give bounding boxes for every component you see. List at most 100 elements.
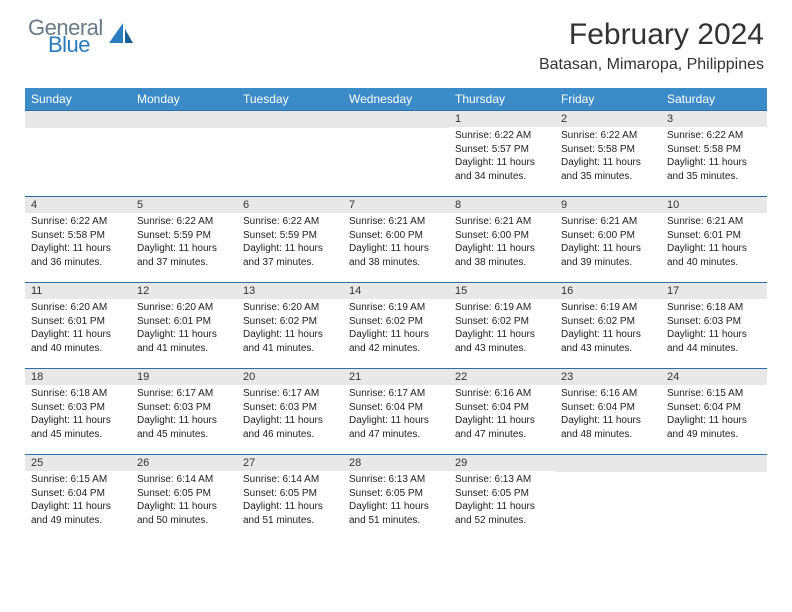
daylight-line: Daylight: 11 hours and 38 minutes. xyxy=(349,242,443,269)
day-cell: 1Sunrise: 6:22 AMSunset: 5:57 PMDaylight… xyxy=(449,110,555,196)
day-cell: 13Sunrise: 6:20 AMSunset: 6:02 PMDayligh… xyxy=(237,282,343,368)
day-number: 2 xyxy=(555,110,661,127)
day-cell xyxy=(25,110,131,196)
day-cell: 19Sunrise: 6:17 AMSunset: 6:03 PMDayligh… xyxy=(131,368,237,454)
day-number: 28 xyxy=(343,454,449,471)
day-details: Sunrise: 6:20 AMSunset: 6:02 PMDaylight:… xyxy=(237,299,343,359)
daylight-line: Daylight: 11 hours and 48 minutes. xyxy=(561,414,655,441)
sunrise-line: Sunrise: 6:13 AM xyxy=(349,473,443,487)
sunrise-line: Sunrise: 6:18 AM xyxy=(667,301,761,315)
sunrise-line: Sunrise: 6:21 AM xyxy=(455,215,549,229)
sunset-line: Sunset: 6:03 PM xyxy=(31,401,125,415)
day-cell: 26Sunrise: 6:14 AMSunset: 6:05 PMDayligh… xyxy=(131,454,237,540)
sunset-line: Sunset: 6:01 PM xyxy=(137,315,231,329)
daylight-line: Daylight: 11 hours and 50 minutes. xyxy=(137,500,231,527)
day-cell: 5Sunrise: 6:22 AMSunset: 5:59 PMDaylight… xyxy=(131,196,237,282)
sunrise-line: Sunrise: 6:20 AM xyxy=(31,301,125,315)
day-details: Sunrise: 6:18 AMSunset: 6:03 PMDaylight:… xyxy=(661,299,767,359)
sunrise-line: Sunrise: 6:18 AM xyxy=(31,387,125,401)
sunrise-line: Sunrise: 6:22 AM xyxy=(455,129,549,143)
sunset-line: Sunset: 6:00 PM xyxy=(349,229,443,243)
day-details: Sunrise: 6:17 AMSunset: 6:03 PMDaylight:… xyxy=(131,385,237,445)
daylight-line: Daylight: 11 hours and 41 minutes. xyxy=(243,328,337,355)
daylight-line: Daylight: 11 hours and 52 minutes. xyxy=(455,500,549,527)
daylight-line: Daylight: 11 hours and 46 minutes. xyxy=(243,414,337,441)
day-cell: 20Sunrise: 6:17 AMSunset: 6:03 PMDayligh… xyxy=(237,368,343,454)
sunset-line: Sunset: 6:05 PM xyxy=(243,487,337,501)
day-header: Monday xyxy=(131,88,237,110)
sunrise-line: Sunrise: 6:19 AM xyxy=(349,301,443,315)
day-details: Sunrise: 6:22 AMSunset: 5:58 PMDaylight:… xyxy=(25,213,131,273)
day-cell: 4Sunrise: 6:22 AMSunset: 5:58 PMDaylight… xyxy=(25,196,131,282)
sunset-line: Sunset: 6:04 PM xyxy=(31,487,125,501)
sunrise-line: Sunrise: 6:21 AM xyxy=(349,215,443,229)
calendar-body: 1Sunrise: 6:22 AMSunset: 5:57 PMDaylight… xyxy=(25,110,767,540)
day-details: Sunrise: 6:17 AMSunset: 6:04 PMDaylight:… xyxy=(343,385,449,445)
sunrise-line: Sunrise: 6:16 AM xyxy=(561,387,655,401)
day-cell: 18Sunrise: 6:18 AMSunset: 6:03 PMDayligh… xyxy=(25,368,131,454)
day-header: Sunday xyxy=(25,88,131,110)
day-header: Saturday xyxy=(661,88,767,110)
sunrise-line: Sunrise: 6:16 AM xyxy=(455,387,549,401)
sunset-line: Sunset: 6:01 PM xyxy=(667,229,761,243)
day-number: 10 xyxy=(661,196,767,213)
day-cell: 17Sunrise: 6:18 AMSunset: 6:03 PMDayligh… xyxy=(661,282,767,368)
day-cell: 2Sunrise: 6:22 AMSunset: 5:58 PMDaylight… xyxy=(555,110,661,196)
sunrise-line: Sunrise: 6:15 AM xyxy=(667,387,761,401)
week-row: 11Sunrise: 6:20 AMSunset: 6:01 PMDayligh… xyxy=(25,282,767,368)
day-details: Sunrise: 6:16 AMSunset: 6:04 PMDaylight:… xyxy=(449,385,555,445)
sunrise-line: Sunrise: 6:22 AM xyxy=(243,215,337,229)
day-details: Sunrise: 6:19 AMSunset: 6:02 PMDaylight:… xyxy=(555,299,661,359)
day-cell: 28Sunrise: 6:13 AMSunset: 6:05 PMDayligh… xyxy=(343,454,449,540)
day-details: Sunrise: 6:13 AMSunset: 6:05 PMDaylight:… xyxy=(343,471,449,531)
month-title: February 2024 xyxy=(539,18,764,52)
daylight-line: Daylight: 11 hours and 43 minutes. xyxy=(561,328,655,355)
day-header: Wednesday xyxy=(343,88,449,110)
sunset-line: Sunset: 5:57 PM xyxy=(455,143,549,157)
day-details: Sunrise: 6:22 AMSunset: 5:59 PMDaylight:… xyxy=(237,213,343,273)
sunset-line: Sunset: 6:02 PM xyxy=(561,315,655,329)
sunrise-line: Sunrise: 6:17 AM xyxy=(349,387,443,401)
daylight-line: Daylight: 11 hours and 37 minutes. xyxy=(243,242,337,269)
sunset-line: Sunset: 6:02 PM xyxy=(349,315,443,329)
sunset-line: Sunset: 6:05 PM xyxy=(349,487,443,501)
day-details: Sunrise: 6:18 AMSunset: 6:03 PMDaylight:… xyxy=(25,385,131,445)
day-cell xyxy=(661,454,767,540)
daylight-line: Daylight: 11 hours and 37 minutes. xyxy=(137,242,231,269)
daylight-line: Daylight: 11 hours and 47 minutes. xyxy=(349,414,443,441)
empty-day xyxy=(343,110,449,128)
day-details: Sunrise: 6:13 AMSunset: 6:05 PMDaylight:… xyxy=(449,471,555,531)
day-cell: 16Sunrise: 6:19 AMSunset: 6:02 PMDayligh… xyxy=(555,282,661,368)
day-header: Thursday xyxy=(449,88,555,110)
day-cell: 27Sunrise: 6:14 AMSunset: 6:05 PMDayligh… xyxy=(237,454,343,540)
daylight-line: Daylight: 11 hours and 49 minutes. xyxy=(667,414,761,441)
daylight-line: Daylight: 11 hours and 35 minutes. xyxy=(667,156,761,183)
sunset-line: Sunset: 6:02 PM xyxy=(455,315,549,329)
day-cell xyxy=(555,454,661,540)
daylight-line: Daylight: 11 hours and 40 minutes. xyxy=(31,328,125,355)
daylight-line: Daylight: 11 hours and 35 minutes. xyxy=(561,156,655,183)
header: General Blue February 2024 Batasan, Mima… xyxy=(0,0,792,82)
daylight-line: Daylight: 11 hours and 47 minutes. xyxy=(455,414,549,441)
sunset-line: Sunset: 5:59 PM xyxy=(137,229,231,243)
day-number: 16 xyxy=(555,282,661,299)
daylight-line: Daylight: 11 hours and 39 minutes. xyxy=(561,242,655,269)
day-cell: 10Sunrise: 6:21 AMSunset: 6:01 PMDayligh… xyxy=(661,196,767,282)
day-cell: 7Sunrise: 6:21 AMSunset: 6:00 PMDaylight… xyxy=(343,196,449,282)
day-details: Sunrise: 6:17 AMSunset: 6:03 PMDaylight:… xyxy=(237,385,343,445)
daylight-line: Daylight: 11 hours and 44 minutes. xyxy=(667,328,761,355)
day-number: 29 xyxy=(449,454,555,471)
daylight-line: Daylight: 11 hours and 49 minutes. xyxy=(31,500,125,527)
sunset-line: Sunset: 6:03 PM xyxy=(667,315,761,329)
empty-day xyxy=(25,110,131,128)
day-cell xyxy=(343,110,449,196)
daylight-line: Daylight: 11 hours and 36 minutes. xyxy=(31,242,125,269)
day-details: Sunrise: 6:21 AMSunset: 6:01 PMDaylight:… xyxy=(661,213,767,273)
day-cell: 9Sunrise: 6:21 AMSunset: 6:00 PMDaylight… xyxy=(555,196,661,282)
day-number: 12 xyxy=(131,282,237,299)
sunset-line: Sunset: 6:04 PM xyxy=(455,401,549,415)
daylight-line: Daylight: 11 hours and 38 minutes. xyxy=(455,242,549,269)
sunset-line: Sunset: 6:01 PM xyxy=(31,315,125,329)
day-number: 25 xyxy=(25,454,131,471)
logo: General Blue xyxy=(28,18,135,56)
